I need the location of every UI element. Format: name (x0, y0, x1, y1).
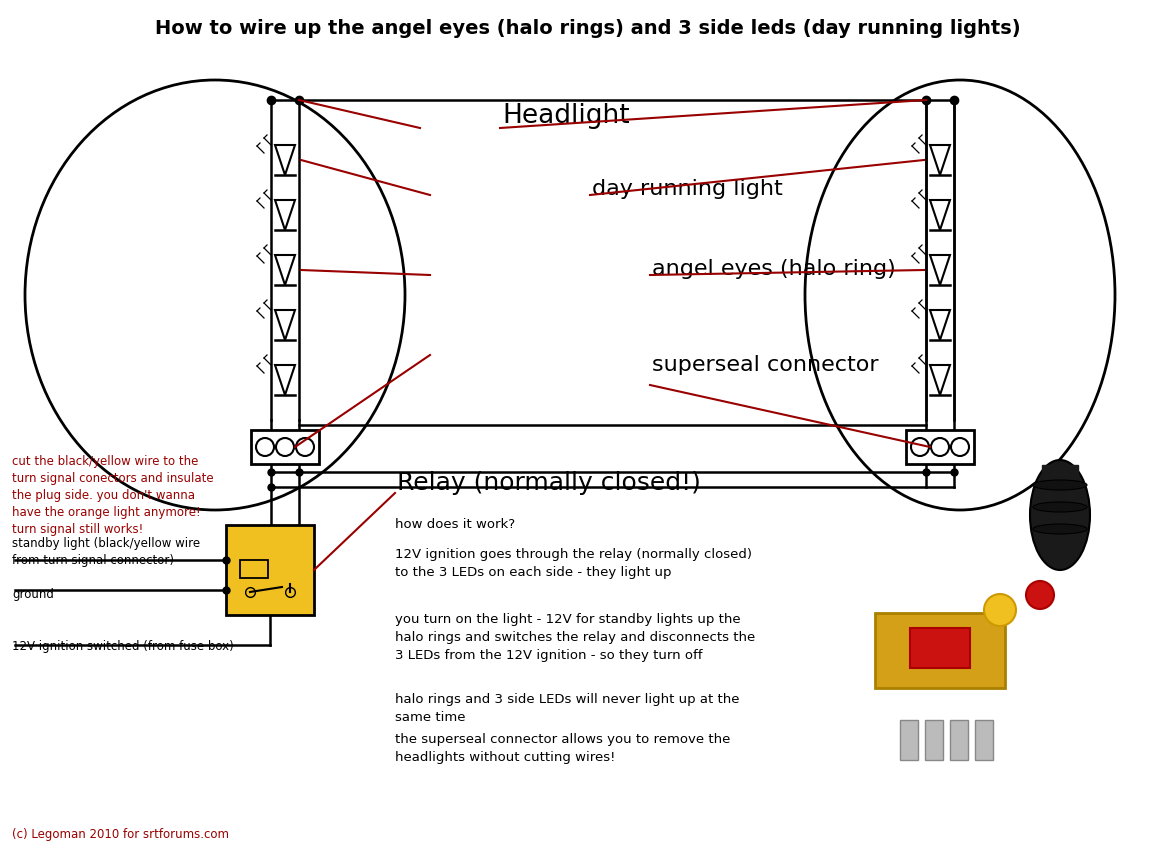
Circle shape (931, 438, 949, 456)
Text: (c) Legoman 2010 for srtforums.com: (c) Legoman 2010 for srtforums.com (12, 828, 229, 841)
Text: angel eyes (halo ring): angel eyes (halo ring) (652, 259, 895, 279)
Circle shape (256, 438, 274, 456)
Ellipse shape (1030, 460, 1090, 570)
Text: you turn on the light - 12V for standby lights up the
halo rings and switches th: you turn on the light - 12V for standby … (395, 613, 756, 662)
Ellipse shape (1033, 502, 1087, 512)
Bar (1042, 465, 1077, 495)
Text: Relay (normally closed!): Relay (normally closed!) (397, 471, 700, 495)
Circle shape (951, 438, 969, 456)
Bar (975, 720, 993, 760)
Bar (951, 720, 968, 760)
Ellipse shape (1033, 524, 1087, 534)
Text: halo rings and 3 side LEDs will never light up at the
same time: halo rings and 3 side LEDs will never li… (395, 693, 739, 724)
Bar (909, 628, 971, 668)
Text: How to wire up the angel eyes (halo rings) and 3 side leds (day running lights): How to wire up the angel eyes (halo ring… (155, 19, 1020, 38)
Bar (925, 720, 944, 760)
Text: superseal connector: superseal connector (652, 355, 879, 375)
Text: day running light: day running light (592, 179, 783, 199)
Ellipse shape (1033, 480, 1087, 490)
Text: 12V ignition goes through the relay (normally closed)
to the 3 LEDs on each side: 12V ignition goes through the relay (nor… (395, 548, 752, 579)
Text: how does it work?: how does it work? (395, 518, 515, 531)
Circle shape (983, 594, 1016, 626)
Bar (251, 430, 318, 464)
Bar (900, 720, 918, 760)
Text: standby light (black/yellow wire
from turn signal connector): standby light (black/yellow wire from tu… (12, 537, 200, 567)
Bar (240, 560, 268, 578)
Circle shape (911, 438, 929, 456)
Text: cut the black/yellow wire to the
turn signal conectors and insulate
the plug sid: cut the black/yellow wire to the turn si… (12, 455, 214, 536)
Circle shape (296, 438, 314, 456)
Circle shape (1026, 581, 1054, 609)
Text: the superseal connector allows you to remove the
headlights without cutting wire: the superseal connector allows you to re… (395, 733, 731, 764)
Circle shape (276, 438, 294, 456)
Text: ground: ground (12, 588, 54, 601)
Text: 12V ignition switched (from fuse box): 12V ignition switched (from fuse box) (12, 640, 234, 653)
Bar (906, 430, 974, 464)
Text: Headlight: Headlight (502, 103, 630, 129)
Bar (875, 613, 1005, 687)
Bar (226, 525, 314, 615)
